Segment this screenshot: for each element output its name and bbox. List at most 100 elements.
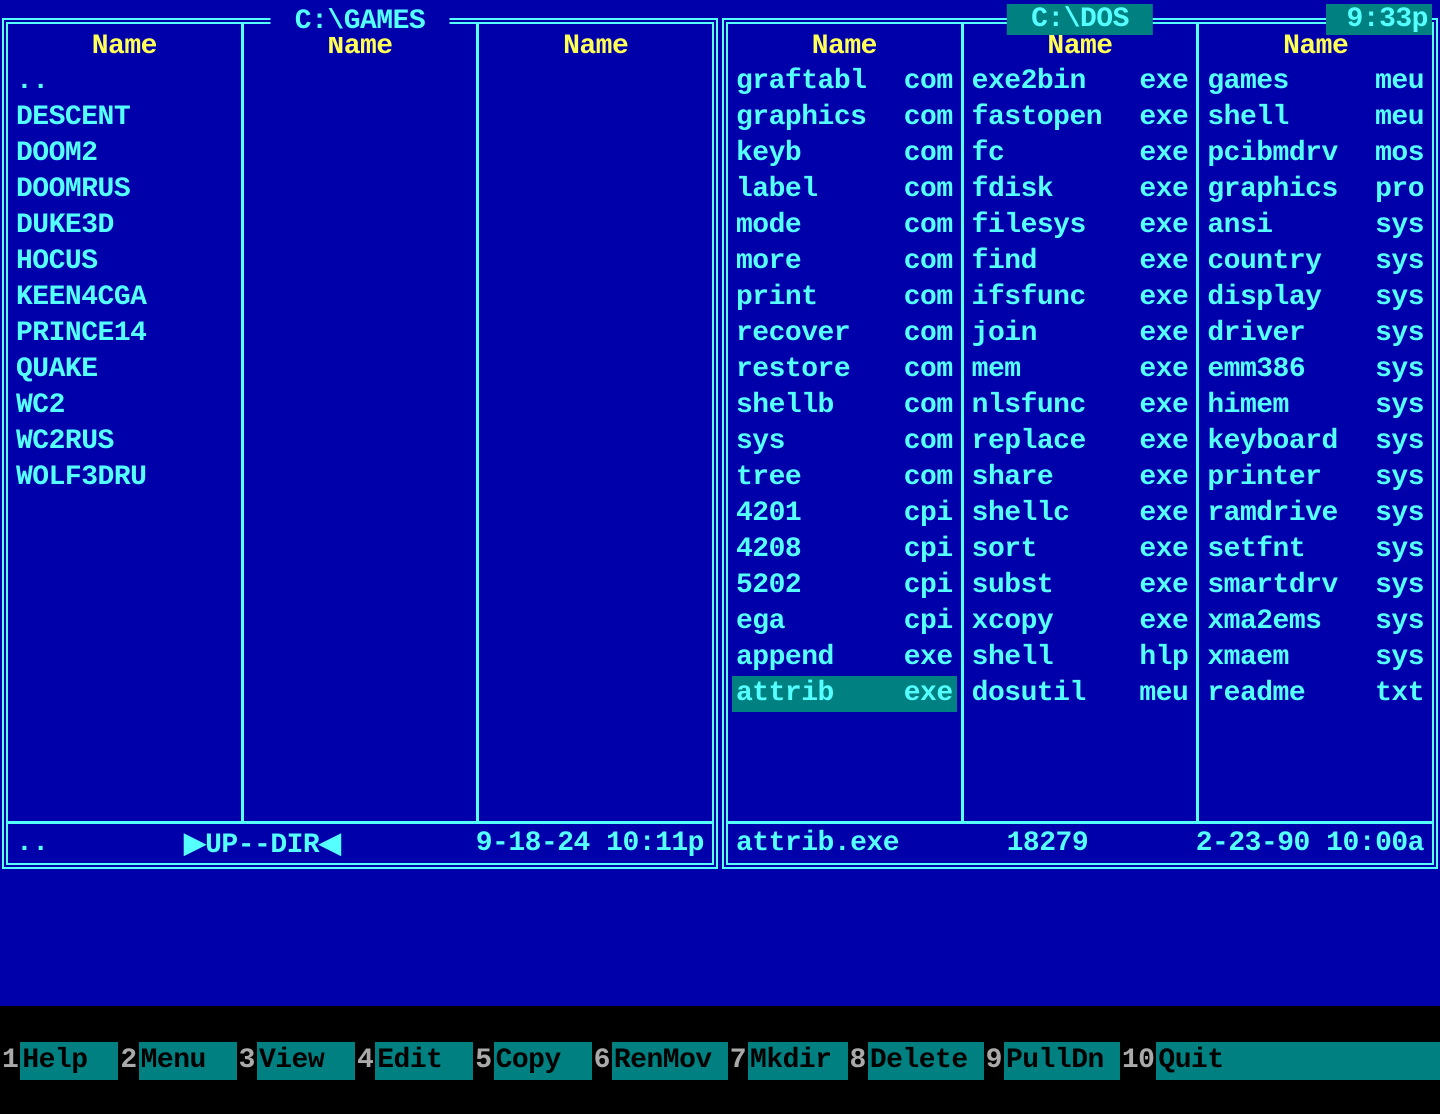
function-key[interactable]: 2Menu (118, 1042, 222, 1080)
file-row[interactable]: .. (12, 64, 237, 100)
file-row[interactable]: 4208cpi (732, 532, 957, 568)
file-row[interactable]: labelcom (732, 172, 957, 208)
file-row[interactable]: DOOM2 (12, 136, 237, 172)
file-row[interactable]: attribexe (732, 676, 957, 712)
file-row[interactable]: shellcexe (968, 496, 1193, 532)
file-ext: exe (1139, 64, 1188, 100)
file-row[interactable]: keybcom (732, 136, 957, 172)
function-key[interactable]: 10Quit (1120, 1042, 1241, 1080)
file-row[interactable]: WOLF3DRU (12, 460, 237, 496)
file-row[interactable]: ramdrivesys (1203, 496, 1428, 532)
file-row[interactable]: ifsfuncexe (968, 280, 1193, 316)
function-key[interactable]: 6RenMov (592, 1042, 714, 1080)
file-ext: cpi (904, 496, 953, 532)
file-row[interactable]: printersys (1203, 460, 1428, 496)
fkey-number: 6 (592, 1042, 612, 1080)
file-row[interactable]: exe2binexe (968, 64, 1193, 100)
file-row[interactable]: printcom (732, 280, 957, 316)
file-ext: exe (904, 640, 953, 676)
file-row[interactable]: DOOMRUS (12, 172, 237, 208)
file-name: xcopy (972, 604, 1140, 640)
file-row[interactable]: smartdrvsys (1203, 568, 1428, 604)
file-name: WOLF3DRU (16, 460, 233, 496)
file-row[interactable]: joinexe (968, 316, 1193, 352)
file-row[interactable]: shellhlp (968, 640, 1193, 676)
file-ext: com (904, 64, 953, 100)
file-name: shell (972, 640, 1140, 676)
file-row[interactable]: memexe (968, 352, 1193, 388)
file-row[interactable]: modecom (732, 208, 957, 244)
file-name: DUKE3D (16, 208, 233, 244)
file-row[interactable]: DUKE3D (12, 208, 237, 244)
file-row[interactable]: QUAKE (12, 352, 237, 388)
file-row[interactable]: fdiskexe (968, 172, 1193, 208)
file-row[interactable]: findexe (968, 244, 1193, 280)
file-row[interactable]: keyboardsys (1203, 424, 1428, 460)
file-column: Name (244, 24, 480, 821)
file-row[interactable]: graftablcom (732, 64, 957, 100)
function-key[interactable]: 8Delete (848, 1042, 970, 1080)
file-row[interactable]: restorecom (732, 352, 957, 388)
file-ext: exe (904, 676, 953, 712)
file-row[interactable]: ansisys (1203, 208, 1428, 244)
file-row[interactable]: graphicspro (1203, 172, 1428, 208)
file-name: graphics (1207, 172, 1375, 208)
file-row[interactable]: morecom (732, 244, 957, 280)
file-row[interactable]: setfntsys (1203, 532, 1428, 568)
file-ext: com (904, 424, 953, 460)
top-margin (0, 0, 1440, 16)
function-key[interactable]: 5Copy (473, 1042, 577, 1080)
file-row[interactable]: syscom (732, 424, 957, 460)
file-row[interactable]: displaysys (1203, 280, 1428, 316)
file-row[interactable]: emm386sys (1203, 352, 1428, 388)
file-row[interactable]: fcexe (968, 136, 1193, 172)
file-row[interactable]: fastopenexe (968, 100, 1193, 136)
command-line[interactable]: C:\DOS> (0, 1006, 1440, 1042)
file-row[interactable]: 5202cpi (732, 568, 957, 604)
file-row[interactable]: xmaemsys (1203, 640, 1428, 676)
file-row[interactable]: shellbcom (732, 388, 957, 424)
file-row[interactable]: filesysexe (968, 208, 1193, 244)
file-row[interactable]: DESCENT (12, 100, 237, 136)
function-key[interactable]: 7Mkdir (728, 1042, 834, 1080)
file-row[interactable]: WC2 (12, 388, 237, 424)
file-row[interactable]: countrysys (1203, 244, 1428, 280)
file-row[interactable]: dosutilmeu (968, 676, 1193, 712)
fkey-number: 5 (473, 1042, 493, 1080)
file-row[interactable]: driversys (1203, 316, 1428, 352)
left-status-updir: ▶UP--DIR◀ (184, 826, 340, 861)
right-panel-title[interactable]: C:\DOS (1007, 4, 1153, 35)
file-row[interactable]: 4201cpi (732, 496, 957, 532)
file-row[interactable]: HOCUS (12, 244, 237, 280)
right-panel[interactable]: C:\DOS 9:33p Namegraftablcomgraphicscomk… (722, 18, 1438, 869)
function-key[interactable]: 9PullDn (984, 1042, 1106, 1080)
function-key[interactable]: 4Edit (355, 1042, 459, 1080)
file-row[interactable]: KEEN4CGA (12, 280, 237, 316)
file-name: mode (736, 208, 904, 244)
file-row[interactable]: recovercom (732, 316, 957, 352)
file-row[interactable]: xma2emssys (1203, 604, 1428, 640)
file-row[interactable]: shellmeu (1203, 100, 1428, 136)
file-row[interactable]: graphicscom (732, 100, 957, 136)
file-name: smartdrv (1207, 568, 1375, 604)
file-row[interactable]: substexe (968, 568, 1193, 604)
function-key[interactable]: 1Help (0, 1042, 104, 1080)
file-row[interactable]: appendexe (732, 640, 957, 676)
file-ext: com (904, 244, 953, 280)
file-row[interactable]: nlsfuncexe (968, 388, 1193, 424)
file-row[interactable]: WC2RUS (12, 424, 237, 460)
left-panel-title[interactable]: C:\GAMES (270, 6, 449, 37)
file-row[interactable]: readmetxt (1203, 676, 1428, 712)
file-row[interactable]: shareexe (968, 460, 1193, 496)
file-row[interactable]: egacpi (732, 604, 957, 640)
function-key[interactable]: 3View (237, 1042, 341, 1080)
file-row[interactable]: xcopyexe (968, 604, 1193, 640)
file-row[interactable]: sortexe (968, 532, 1193, 568)
left-panel[interactable]: C:\GAMES Name..DESCENTDOOM2DOOMRUSDUKE3D… (2, 18, 718, 869)
file-row[interactable]: PRINCE14 (12, 316, 237, 352)
file-row[interactable]: replaceexe (968, 424, 1193, 460)
file-row[interactable]: treecom (732, 460, 957, 496)
file-row[interactable]: himemsys (1203, 388, 1428, 424)
file-row[interactable]: gamesmeu (1203, 64, 1428, 100)
file-row[interactable]: pcibmdrvmos (1203, 136, 1428, 172)
